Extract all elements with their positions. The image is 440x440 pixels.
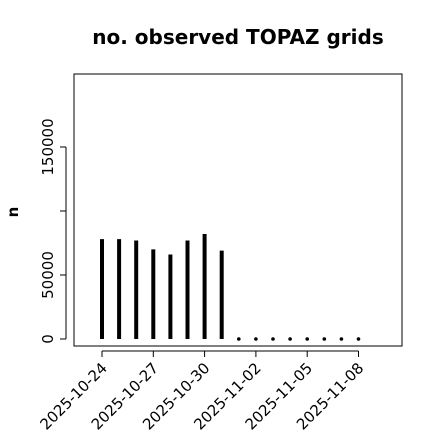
x-axis: 2025-10-242025-10-272025-10-302025-11-02… bbox=[36, 350, 367, 433]
bar-zero-point bbox=[305, 337, 310, 341]
bar-zero-point bbox=[237, 337, 241, 341]
bar-zero-point bbox=[288, 337, 292, 341]
plot-frame bbox=[73, 73, 403, 347]
bar-zero-point bbox=[322, 337, 327, 341]
bar-zero-point bbox=[254, 337, 258, 341]
bar-zero-point bbox=[339, 337, 344, 341]
bars-layer bbox=[100, 234, 361, 341]
y-axis: 0 50000 150000 bbox=[39, 118, 67, 344]
y-tick-label: 0 bbox=[39, 334, 57, 344]
bar-zero-point bbox=[271, 337, 275, 341]
y-axis-label: n bbox=[4, 207, 22, 218]
y-tick-label: 150000 bbox=[39, 118, 57, 175]
y-tick-label: 50000 bbox=[39, 251, 57, 299]
chart-title: no. observed TOPAZ grids bbox=[92, 25, 383, 49]
bar-zero-point bbox=[356, 337, 361, 341]
